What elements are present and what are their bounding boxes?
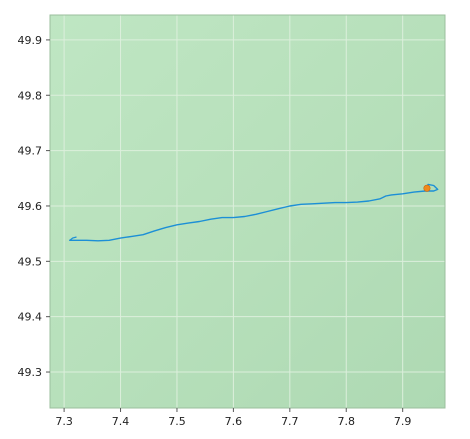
- route-track: [68, 183, 439, 242]
- y-tick-label: 49.5: [18, 255, 43, 268]
- y-tick-label: 49.4: [18, 311, 43, 324]
- y-tick-label: 49.3: [18, 366, 43, 379]
- grid: [50, 15, 445, 408]
- x-tick-label: 7.4: [112, 415, 130, 428]
- route-track-start: [69, 236, 77, 241]
- map-background: [50, 15, 445, 408]
- track-layer: [68, 183, 439, 242]
- y-tick-label: 49.6: [18, 200, 43, 213]
- x-tick-label: 7.6: [225, 415, 243, 428]
- y-tick-label: 49.7: [18, 145, 43, 158]
- x-tick-label: 7.7: [281, 415, 299, 428]
- position-marker[interactable]: [423, 184, 431, 192]
- x-tick-label: 7.5: [168, 415, 186, 428]
- plot-frame: [49, 14, 446, 409]
- y-tick-label: 49.9: [18, 34, 43, 47]
- x-tick-label: 7.9: [394, 415, 412, 428]
- y-tick-label: 49.8: [18, 89, 43, 102]
- x-axis: 7.3 7.4 7.5 7.6 7.7 7.8 7.9: [55, 408, 411, 428]
- x-tick-label: 7.8: [338, 415, 356, 428]
- y-axis: 49.9 49.8 49.7 49.6 49.5 49.4 49.3: [18, 34, 50, 379]
- x-tick-label: 7.3: [55, 415, 73, 428]
